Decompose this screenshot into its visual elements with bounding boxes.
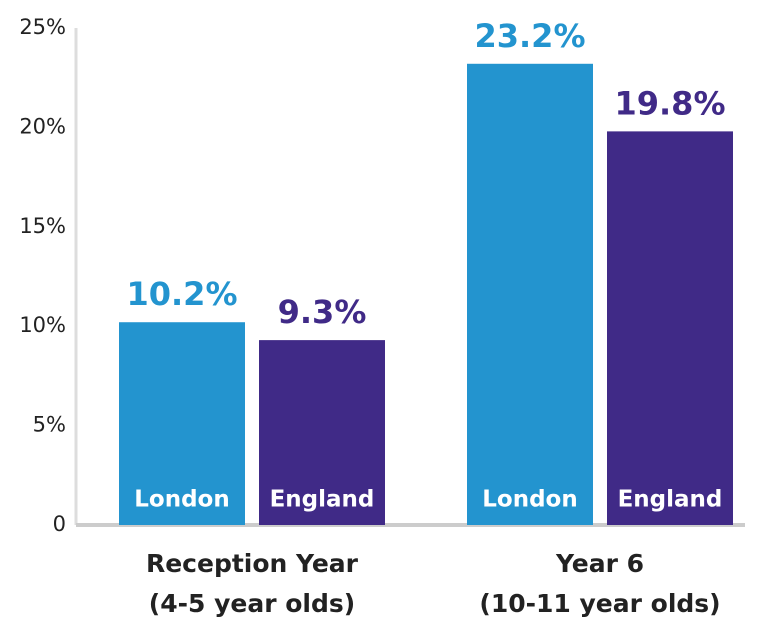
series-label: England [270,487,375,513]
x-tick-label: Reception Year (4-5 year olds) [146,549,359,618]
bar [467,63,593,526]
bar [259,340,385,525]
y-tick-label: 10% [19,313,66,337]
bar [119,322,245,525]
series-label: London [134,487,229,513]
series-label: London [482,487,577,513]
value-label: 19.8% [614,84,725,122]
y-tick-label: 5% [33,413,66,437]
y-tick-label: 25% [19,15,66,39]
bar [607,131,733,525]
y-tick-label: 15% [19,214,66,238]
y-tick-label: 0 [53,512,66,536]
series-label: England [618,487,723,513]
value-label: 10.2% [126,275,237,313]
value-label: 9.3% [278,293,367,331]
y-tick-label: 20% [19,114,66,138]
value-label: 23.2% [474,17,585,55]
x-tick-label: Year 6 (10-11 year olds) [479,549,720,618]
